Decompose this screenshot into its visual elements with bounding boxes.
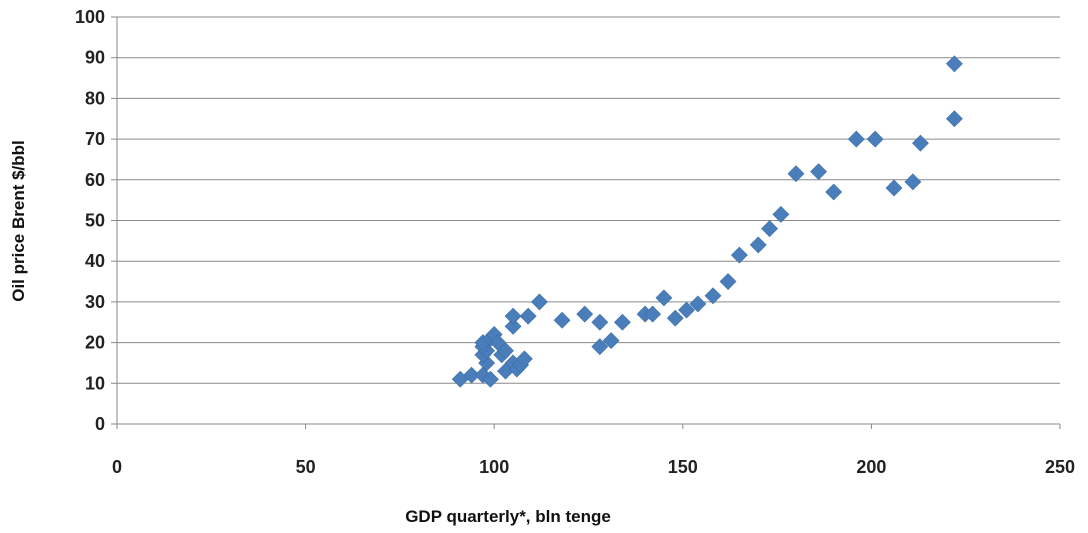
data-point (730, 246, 748, 264)
data-point (847, 130, 865, 148)
gridlines (117, 16, 1060, 384)
data-point (531, 293, 548, 311)
data-point (504, 317, 522, 335)
y-axis-title: Oil price Brent $/bbl (9, 140, 28, 302)
x-axis-title: GDP quarterly*, bln tenge (405, 507, 611, 526)
data-points (451, 55, 963, 388)
data-point (945, 55, 963, 73)
data-point (519, 307, 537, 325)
axes (111, 16, 1061, 429)
y-tick-label: 50 (85, 211, 105, 231)
data-point (772, 205, 790, 223)
data-point (749, 236, 767, 254)
data-point (463, 366, 480, 384)
y-tick-label: 90 (85, 48, 105, 68)
data-point (553, 311, 571, 329)
data-point (912, 134, 929, 152)
data-point (866, 130, 884, 148)
data-point (678, 301, 695, 319)
data-point (497, 342, 514, 360)
data-point (704, 287, 722, 305)
x-tick-label: 150 (668, 457, 698, 477)
data-point (515, 350, 533, 368)
y-tick-label: 100 (75, 7, 105, 27)
y-tick-label: 70 (85, 129, 105, 149)
x-tick-label: 250 (1045, 457, 1075, 477)
data-point (614, 313, 631, 331)
data-point (810, 163, 828, 181)
data-point (945, 110, 963, 128)
data-point (655, 289, 673, 307)
data-point (644, 305, 662, 323)
x-tick-label: 0 (112, 457, 122, 477)
data-point (482, 370, 499, 388)
y-tick-label: 10 (85, 373, 105, 393)
data-point (591, 338, 609, 356)
data-point (787, 165, 805, 183)
x-tick-label: 100 (479, 457, 509, 477)
data-point (719, 273, 737, 290)
data-point (904, 173, 922, 191)
y-tick-label: 20 (85, 333, 105, 353)
x-tick-label: 50 (296, 457, 316, 477)
x-tick-labels: 0 50 100 150 200 250 (112, 457, 1075, 477)
data-point (825, 183, 843, 201)
data-point (602, 332, 620, 349)
data-point (591, 313, 609, 331)
y-tick-label: 30 (85, 292, 105, 312)
x-tick-label: 200 (856, 457, 886, 477)
y-tick-label: 40 (85, 251, 105, 271)
data-point (761, 220, 778, 238)
y-tick-labels: 0 10 20 30 40 50 60 70 80 90 100 (75, 7, 105, 434)
y-tick-label: 80 (85, 88, 105, 108)
data-point (576, 305, 594, 323)
data-point (504, 307, 522, 325)
y-tick-label: 0 (95, 414, 105, 434)
data-point (885, 179, 903, 197)
data-point (666, 309, 684, 327)
y-tick-label: 60 (85, 170, 105, 190)
data-point (689, 295, 707, 313)
